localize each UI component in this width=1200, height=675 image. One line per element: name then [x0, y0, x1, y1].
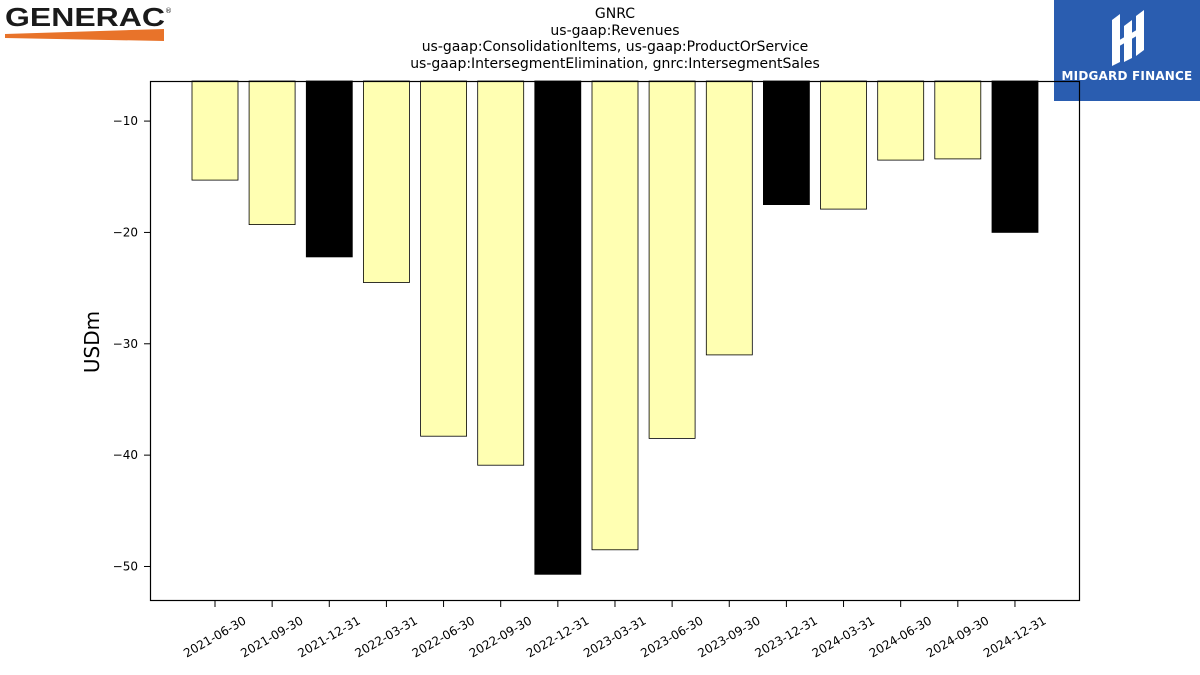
chart-title: GNRC us-gaap:Revenues us-gaap:Consolidat…	[150, 6, 1080, 72]
x-tick-label: 2022-09-30	[467, 613, 534, 660]
x-tick-label: 2023-03-31	[581, 613, 648, 660]
x-tick-label: 2023-12-31	[752, 613, 819, 660]
bar-2024-06-30	[877, 80, 925, 161]
bar-2022-06-30	[420, 80, 468, 437]
x-tick-label: 2024-09-30	[924, 613, 991, 660]
chart-title-line: us-gaap:ConsolidationItems, us-gaap:Prod…	[421, 39, 809, 55]
bar-2024-09-30	[934, 80, 982, 160]
x-tick-label: 2024-03-31	[810, 613, 877, 660]
bar-2022-09-30	[477, 80, 525, 466]
x-tick-label: 2021-12-31	[295, 613, 362, 660]
bars-group	[191, 80, 1039, 575]
y-tick-label: −20	[113, 225, 138, 239]
x-tick-label: 2024-06-30	[867, 613, 934, 660]
bar-2023-03-31	[591, 80, 639, 551]
midgard-emblem-icon	[1112, 10, 1144, 66]
chart-title-line: GNRC	[594, 6, 636, 22]
midgard-finance-logo: MIDGARD FINANCE	[1054, 0, 1200, 101]
x-tick-label: 2024-12-31	[981, 613, 1048, 660]
x-tick-label: 2023-09-30	[695, 613, 762, 660]
x-tick-label: 2022-03-31	[353, 613, 420, 660]
bar-2023-09-30	[705, 80, 753, 356]
x-tick-label: 2021-06-30	[181, 613, 248, 660]
bar-2021-09-30	[248, 80, 296, 226]
x-tick-label: 2021-09-30	[238, 613, 305, 660]
generac-logo: GENERAC ®	[5, 4, 172, 41]
bar-2023-12-31	[763, 80, 810, 205]
midgard-brand-text: MIDGARD FINANCE	[1061, 69, 1193, 83]
x-tick-label: 2022-06-30	[410, 613, 477, 660]
x-axis: 2021-06-302021-09-302021-12-312022-03-31…	[181, 601, 1048, 660]
bar-2021-12-31	[305, 80, 353, 258]
chart-title-line: us-gaap:Revenues	[550, 22, 680, 39]
bar-2022-12-31	[534, 80, 582, 575]
bar-2021-06-30	[191, 80, 239, 181]
bar-2022-03-31	[362, 80, 410, 283]
y-axis-label: USDm	[80, 311, 104, 373]
y-tick-label: −50	[113, 559, 138, 573]
y-tick-label: −40	[113, 448, 138, 462]
y-axis: −10 −20 −30 −40 −50	[113, 114, 150, 573]
y-tick-label: −30	[113, 337, 138, 351]
y-tick-label: −10	[113, 114, 138, 128]
x-tick-label: 2022-12-31	[524, 613, 591, 660]
bar-2024-03-31	[820, 80, 867, 210]
svg-text:®: ®	[165, 7, 172, 15]
svg-text:GENERAC: GENERAC	[5, 4, 165, 32]
bar-2023-06-30	[648, 80, 696, 439]
plot-frame	[149, 80, 1081, 602]
bar-2024-12-31	[991, 80, 1039, 233]
chart-title-line: us-gaap:IntersegmentElimination, gnrc:In…	[410, 55, 820, 72]
x-tick-label: 2023-06-30	[638, 613, 705, 660]
